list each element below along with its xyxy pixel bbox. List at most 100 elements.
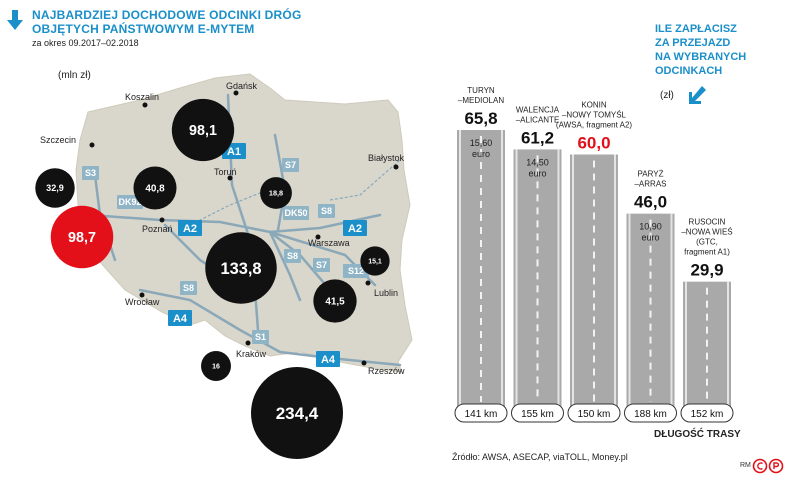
chart-title: NAJBARDZIEJ DOCHODOWE ODCINKI DRÓG OBJĘT…: [32, 8, 332, 36]
bubble-label: 16: [212, 363, 220, 370]
city-label-warszawa: Warszawa: [308, 238, 350, 248]
road-label: S7: [313, 258, 330, 272]
bubble: 133,8: [205, 232, 277, 304]
bar-edge-line: [515, 149, 518, 409]
bar: 60,0 KONIN–NOWY TOMYŚL(AWSA, fragment A2)…: [556, 101, 633, 423]
bubble-circle: [251, 367, 343, 459]
bubble-label: 234,4: [276, 404, 319, 423]
length-pill-label: 155 km: [521, 409, 554, 420]
chart-subtitle: za okres 09.2017–02.2018: [32, 38, 139, 48]
bar-title-line-3: NA WYBRANYCH: [655, 51, 747, 63]
bubble-circle: [35, 168, 75, 208]
bar-value-label: 60,0: [577, 134, 610, 153]
bubble-circle: [205, 232, 277, 304]
city-label-torun: Toruń: [214, 167, 237, 177]
road-label-text: DK92: [118, 197, 141, 207]
bar-value-label: 46,0: [634, 193, 667, 212]
bubble: 16: [201, 351, 231, 381]
road-label-text: A4: [321, 354, 336, 366]
road-label-box: [283, 206, 309, 220]
length-pill-label: 152 km: [691, 409, 724, 420]
city-label-szczecin: Szczecin: [40, 135, 76, 145]
city-label-gdansk: Gdańsk: [226, 81, 258, 91]
bar-title-line-2: ZA PRZEJAZD: [655, 37, 731, 49]
road-label: A2: [343, 220, 367, 236]
bar-edge-line: [628, 213, 631, 408]
bar-euro-label: 10,90: [639, 222, 662, 232]
city-label-krakow: Kraków: [236, 349, 267, 359]
length-pill: 141 km: [454, 403, 508, 423]
road-label: S8: [284, 249, 301, 263]
road-label-box: [168, 310, 192, 326]
bar-edge-line: [614, 154, 616, 408]
bubble-circle: [50, 205, 114, 269]
road-label-text: S7: [316, 260, 327, 270]
bar-category-label: –NOWY TOMYŚL: [562, 111, 627, 120]
road-label-box: [282, 158, 299, 172]
bubble-circle: [201, 351, 231, 381]
bar-title-line-1: ILE ZAPŁACISZ: [655, 23, 737, 35]
source-note: Źródło: AWSA, ASECAP, viaTOLL, Money.pl: [452, 452, 628, 462]
bubble: 15,1: [360, 246, 390, 276]
road-label-text: S12: [348, 266, 364, 276]
bar-value-label: 65,8: [464, 109, 497, 128]
city-labels: Gdańsk Koszalin Szczecin Toruń Białystok…: [40, 81, 405, 376]
bubble-label: 133,8: [220, 260, 261, 278]
bubble: 18,8: [260, 177, 292, 209]
copyright-logo-icon: [752, 458, 784, 474]
length-pill-box: [624, 403, 677, 423]
bar-category-label: –ARRAS: [634, 180, 666, 189]
city-label-koszalin: Koszalin: [125, 92, 159, 102]
road-label-text: DK50: [284, 208, 307, 218]
road-label-box: [252, 330, 269, 344]
bubble: 40,8: [133, 166, 177, 210]
map-unit-label: (mln zł): [58, 70, 91, 81]
city-label-lublin: Lublin: [374, 288, 398, 298]
bubble: 41,5: [313, 279, 357, 323]
bar-edge-line: [670, 213, 673, 408]
road-label-text: S8: [321, 206, 332, 216]
bubble-label: 15,1: [368, 258, 382, 265]
bar-euro-label: euro: [528, 168, 546, 178]
bubble-label: 32,9: [46, 183, 64, 193]
bar-edge-line: [572, 154, 574, 408]
bar-value-label: 61,2: [521, 128, 554, 147]
bar-unit-label: (zł): [660, 90, 674, 101]
length-pill-box: [511, 403, 564, 423]
road-label-text: S8: [183, 283, 194, 293]
length-pill: 152 km: [680, 403, 734, 423]
bubble-circle: [133, 166, 177, 210]
road-label-text: S3: [85, 168, 96, 178]
bar-euro-label: euro: [472, 149, 490, 159]
bar-category-label: WALENCJA: [516, 105, 560, 114]
bar-category-label: KONIN: [581, 101, 607, 110]
bubble-label: 98,1: [189, 123, 217, 139]
bar-category-label: (AWSA, fragment A2): [556, 121, 633, 130]
bar-category-label: PARYŻ: [638, 170, 664, 179]
road-label: S3: [82, 166, 99, 180]
road-label: S1: [252, 330, 269, 344]
road-label: A4: [316, 351, 340, 367]
road-label-box: [178, 220, 202, 236]
bar-category-label: TURYN: [467, 86, 495, 95]
road-label: S8: [180, 281, 197, 295]
bubble-label: 40,8: [145, 183, 165, 194]
city-label-wroclaw: Wrocław: [125, 297, 160, 307]
author-credit: RM: [740, 462, 751, 469]
bar-category-label: –ALICANTE: [516, 115, 560, 124]
bar-edge-line: [501, 130, 503, 408]
bubble: 32,9: [35, 168, 75, 208]
road-label: S7: [282, 158, 299, 172]
bar-category-label: –NOWA WIEŚ: [681, 228, 732, 237]
bubble-circle: [360, 246, 390, 276]
bubble-label: 41,5: [325, 296, 345, 307]
bubble-label: 18,8: [269, 189, 283, 198]
length-pill-box: [567, 403, 621, 423]
down-arrow-icon: [7, 10, 23, 30]
bar-euro-label: euro: [641, 233, 659, 243]
road-label-box: [313, 258, 330, 272]
